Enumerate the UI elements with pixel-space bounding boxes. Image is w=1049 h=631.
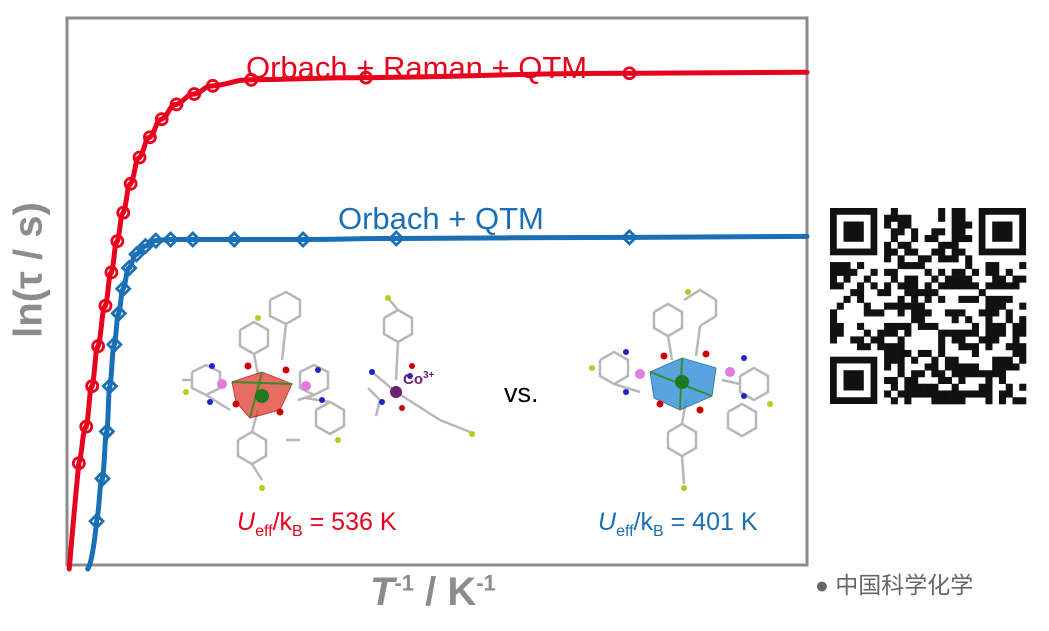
series-1-point bbox=[110, 234, 125, 249]
series-1-point bbox=[71, 456, 86, 471]
series-2-fit-line bbox=[85, 233, 810, 572]
series-1-point bbox=[205, 78, 220, 93]
series-2-point bbox=[120, 259, 138, 277]
series-1-point bbox=[142, 130, 157, 145]
series-1-point bbox=[187, 87, 202, 101]
watermark-text: ● 中国科学化学 bbox=[815, 572, 974, 598]
ueff-right-label: Ueff/kB = 401 K bbox=[598, 508, 758, 540]
series-2-point bbox=[94, 470, 111, 488]
series-2-point bbox=[147, 232, 165, 250]
series-2-point bbox=[225, 231, 243, 249]
qr-code[interactable] bbox=[830, 208, 1027, 405]
series-2-point bbox=[294, 231, 312, 249]
y-axis-label: ln(τ / s) bbox=[6, 202, 51, 338]
series-1-point bbox=[91, 339, 105, 354]
series1-title: Orbach + Raman + QTM bbox=[246, 50, 588, 85]
cobalt-ion-label: Co3+ bbox=[403, 370, 435, 388]
series-1-point bbox=[79, 419, 94, 434]
series-2-point bbox=[98, 423, 116, 441]
x-axis-label: T-1 / K-1 bbox=[370, 570, 496, 614]
series-1-point bbox=[169, 97, 184, 112]
series-1-point bbox=[98, 298, 113, 313]
ueff-left-label: Ueff/kB = 536 K bbox=[237, 508, 397, 540]
series-1-point bbox=[85, 379, 100, 394]
series-2-point bbox=[114, 280, 132, 298]
series-2-point bbox=[162, 231, 180, 249]
series-1-point bbox=[244, 72, 259, 87]
series-2-point bbox=[128, 245, 146, 263]
series-1-point bbox=[116, 205, 131, 220]
vs-label: vs. bbox=[504, 378, 539, 408]
series-1-point bbox=[123, 176, 138, 191]
series-1-fit-line bbox=[66, 69, 810, 572]
series-2-point bbox=[387, 229, 405, 247]
series-2-point bbox=[101, 377, 119, 395]
series-1-point bbox=[359, 70, 373, 85]
molecule-right-illustration bbox=[589, 288, 773, 491]
series2-title: Orbach + QTM bbox=[338, 201, 544, 236]
series-2-point bbox=[620, 228, 638, 246]
series-2-point bbox=[136, 237, 154, 255]
series-2-point bbox=[105, 336, 123, 354]
series-1-point bbox=[104, 265, 119, 280]
cobalt-complex-illustration bbox=[367, 295, 475, 437]
series-2-point bbox=[88, 512, 106, 530]
series-2-point bbox=[184, 231, 202, 249]
molecule-left-illustration bbox=[182, 290, 346, 491]
series-1-point bbox=[154, 112, 169, 127]
series-2-point bbox=[110, 304, 128, 322]
series-1-point bbox=[622, 66, 637, 81]
series-1-point bbox=[132, 150, 147, 165]
